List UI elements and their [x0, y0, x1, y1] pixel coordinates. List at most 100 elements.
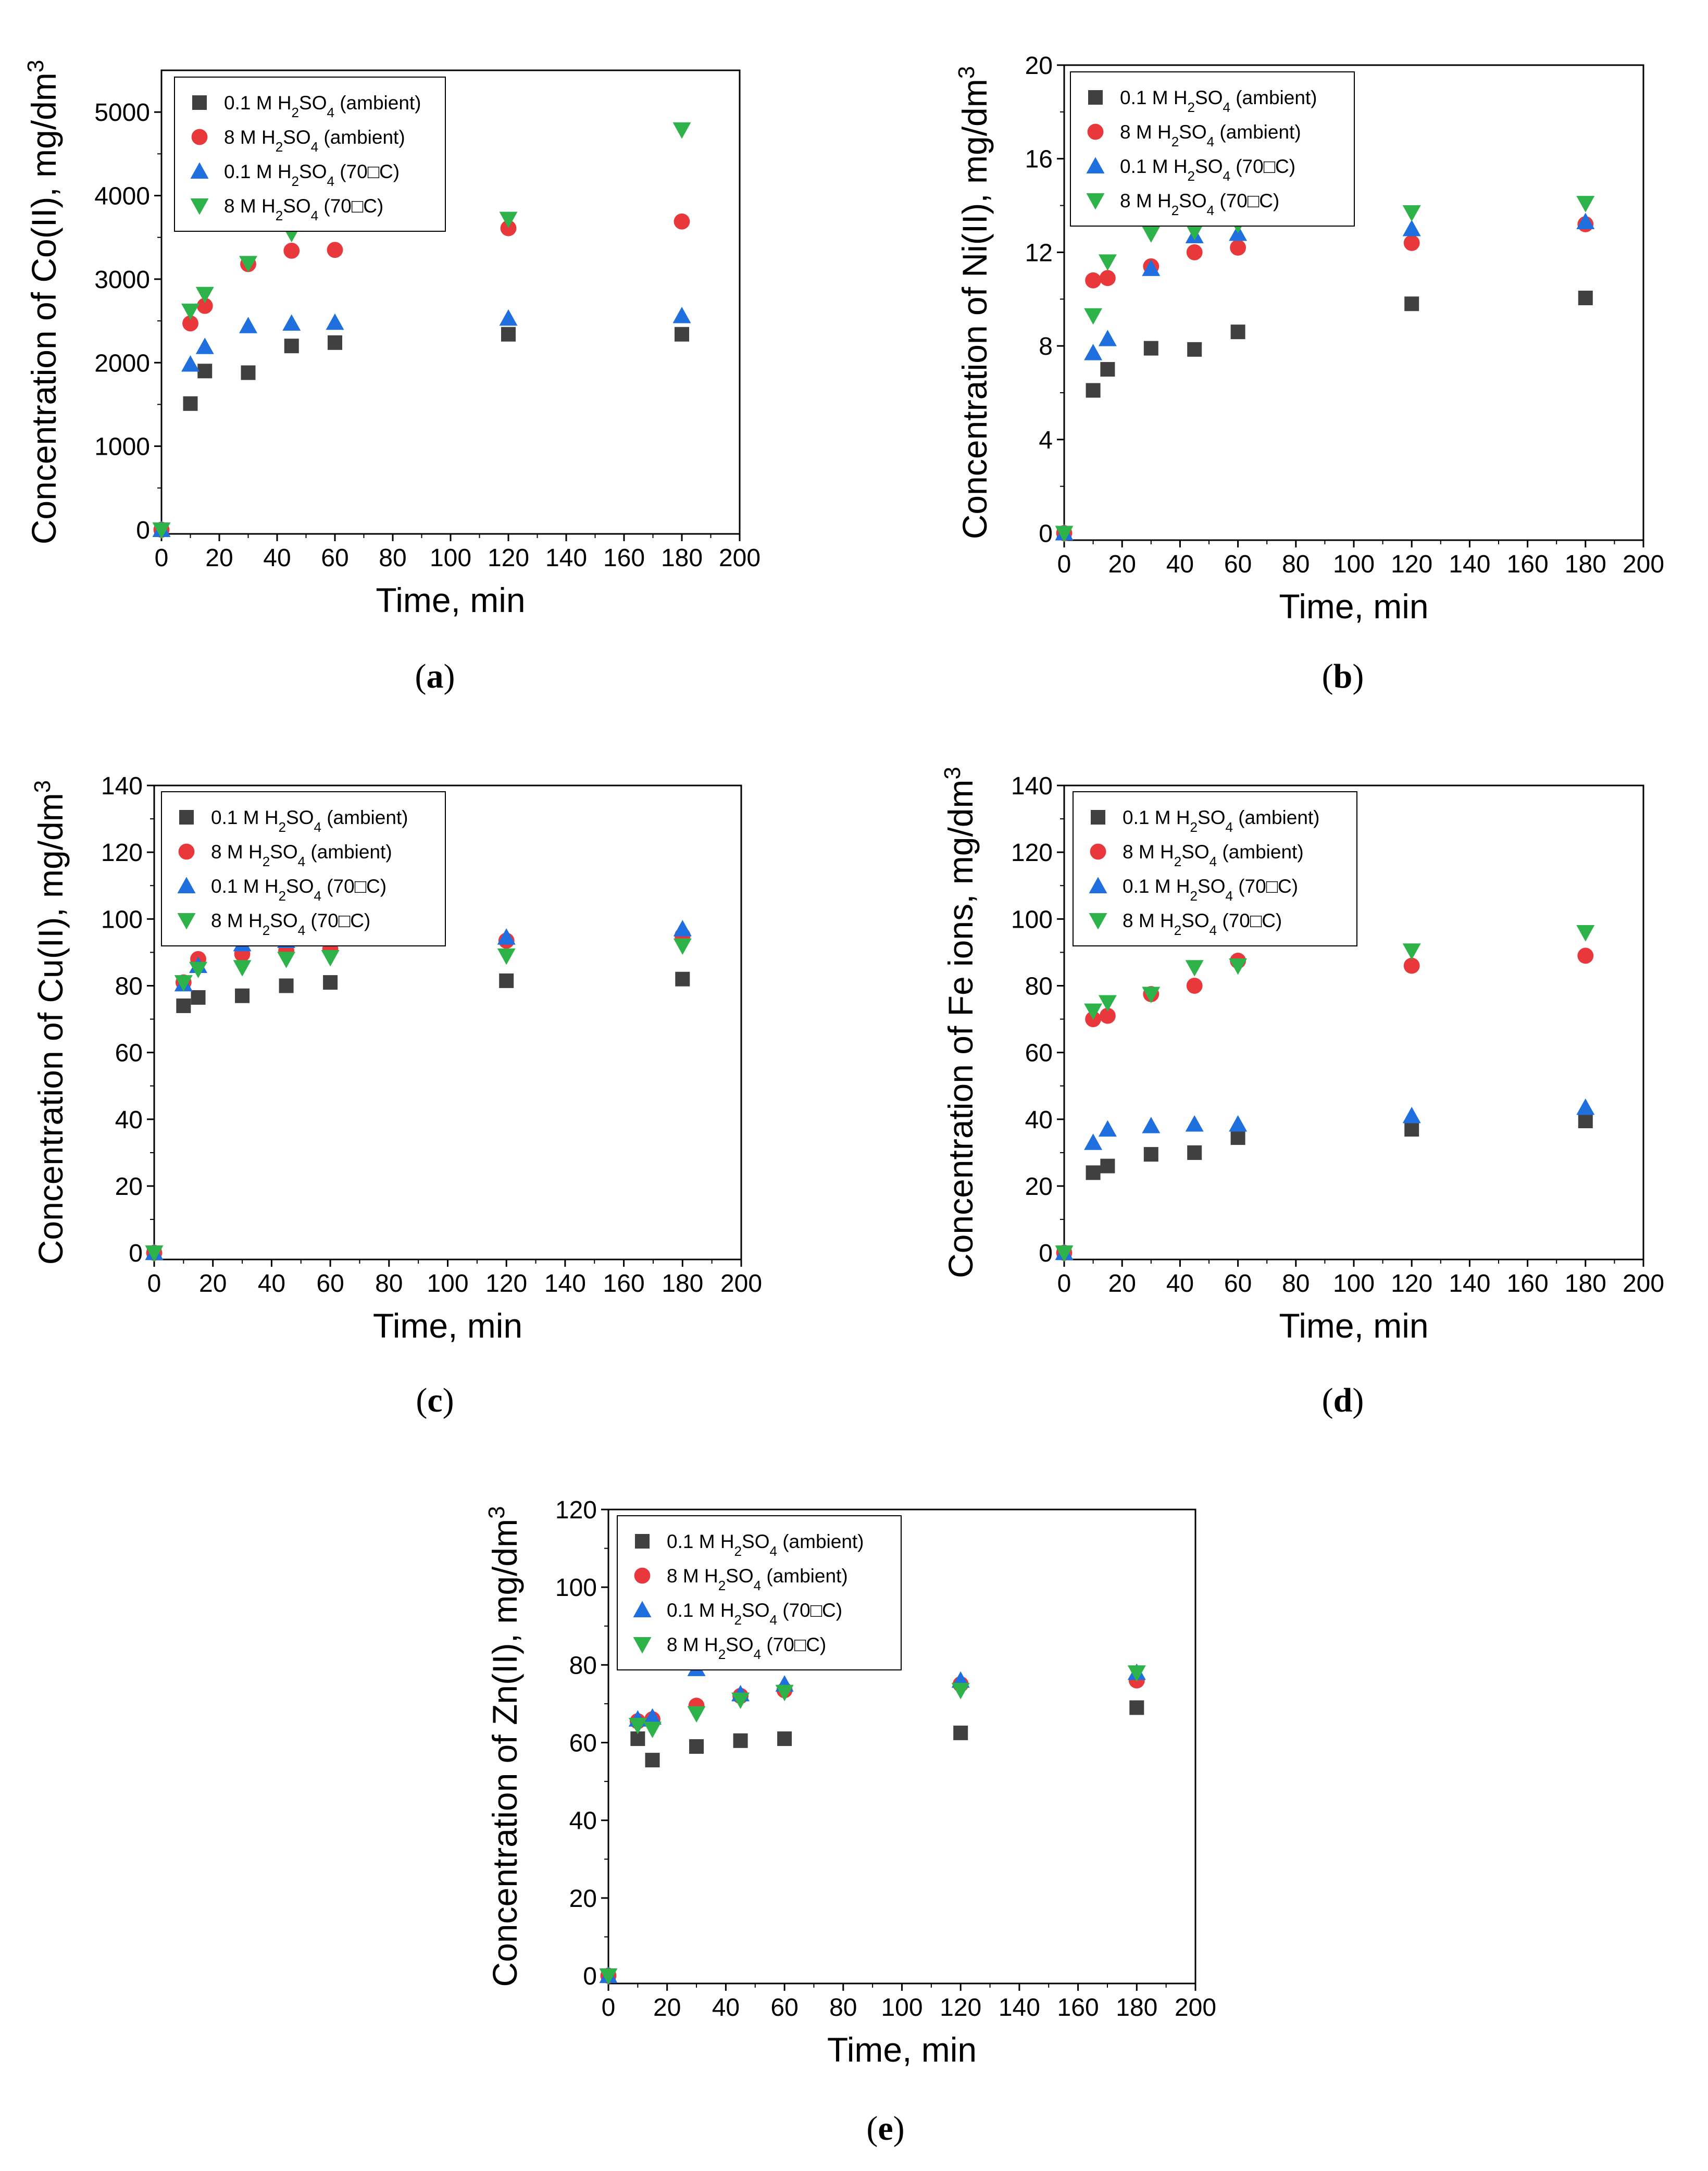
legend-marker — [190, 198, 209, 215]
legend-marker — [1086, 193, 1105, 210]
subscript: 4 — [314, 819, 321, 835]
legend-box — [1070, 71, 1355, 227]
legend-text-part: 8 M H — [667, 1634, 718, 1655]
data-point — [1098, 330, 1117, 346]
subscript: 2 — [1190, 819, 1198, 835]
panel-label-letter: a — [427, 657, 444, 695]
data-point — [499, 973, 514, 988]
legend-marker — [635, 1534, 650, 1549]
panel-label-paren: ( — [415, 657, 427, 695]
legend-label: 0.1 M H2SO4 (ambient) — [211, 807, 408, 835]
x-tick-label: 60 — [1224, 551, 1252, 578]
data-point — [328, 335, 342, 350]
data-point — [1187, 342, 1202, 357]
subscript: 2 — [718, 1578, 726, 1593]
y-tick-label: 20 — [1025, 52, 1053, 80]
data-point — [499, 309, 518, 326]
y-axis-title: Concentration of Fe ions, mg/dm3 — [940, 767, 980, 1278]
data-point — [1230, 1130, 1245, 1145]
data-point — [189, 962, 208, 978]
x-tick-label: 180 — [1565, 551, 1606, 578]
data-point — [1055, 526, 1074, 543]
data-point — [241, 365, 256, 380]
legend-text-part: (70□C) — [321, 876, 387, 897]
data-point — [1185, 223, 1204, 241]
legend-text-part: (70□C) — [1230, 156, 1295, 177]
data-point — [1578, 291, 1593, 306]
y-axis-title-main: Concentration of Cu(II), mg/dm — [31, 793, 70, 1265]
data-point — [1085, 272, 1102, 289]
data-point — [1402, 1106, 1421, 1124]
x-tick-label: 0 — [147, 1270, 161, 1297]
chart-panel-b: 0 20 40 60 80 100 120 140 160 180 200 0 4 8 12 16 20 Time… — [954, 52, 1665, 695]
y-tick-label: 80 — [569, 1652, 597, 1679]
y-tick-label: 20 — [569, 1885, 597, 1913]
panel-label: (b) — [1322, 657, 1364, 695]
data-point — [643, 1721, 662, 1738]
legend-text-part: SO — [742, 1531, 769, 1552]
legend-marker — [1089, 913, 1107, 930]
legend-text-part: 8 M H — [1123, 841, 1174, 863]
legend-box — [161, 791, 446, 946]
data-point — [1084, 308, 1103, 325]
panel-label-paren: ) — [443, 1381, 454, 1419]
legend-text-part: SO — [742, 1600, 769, 1621]
data-point — [731, 1692, 750, 1709]
x-tick-label: 140 — [999, 1994, 1040, 2022]
legend-text-part: SO — [1195, 156, 1223, 177]
legend-text-part: (70□C) — [334, 161, 400, 182]
legend-text-part: (ambient) — [318, 127, 405, 148]
legend-label: 8 M H2SO4 (ambient) — [667, 1565, 848, 1593]
x-tick-label: 120 — [485, 1270, 527, 1297]
data-point — [673, 938, 692, 955]
legend-label: 0.1 M H2SO4 (70□C) — [211, 876, 387, 904]
y-axis-title-main: Concentration of Zn(II), mg/dm — [485, 1519, 524, 1987]
panel-label-paren: ( — [416, 1381, 427, 1419]
data-point — [599, 1968, 618, 1985]
subscript: 4 — [314, 888, 321, 904]
data-point — [282, 314, 301, 331]
panel-label-letter: b — [1333, 657, 1353, 695]
data-point — [327, 242, 343, 258]
y-tick-label: 0 — [129, 1240, 143, 1267]
x-tick-label: 0 — [1057, 1270, 1071, 1297]
legend-marker — [633, 1601, 652, 1617]
x-tick-label: 100 — [881, 1994, 922, 2022]
subscript: 2 — [1171, 134, 1179, 149]
data-point — [687, 1706, 706, 1723]
x-tick-label: 0 — [155, 544, 169, 572]
y-tick-label: 120 — [101, 839, 143, 867]
y-axis-title-superscript: 3 — [30, 780, 55, 793]
subscript: 4 — [1225, 888, 1232, 904]
data-point — [953, 1725, 968, 1740]
y-tick-label: 100 — [1011, 906, 1053, 933]
legend-text-part: (70□C) — [761, 1634, 826, 1655]
y-tick-label: 4000 — [94, 183, 150, 210]
subscript: 2 — [1174, 922, 1181, 938]
subscript: 4 — [1210, 922, 1217, 938]
legend-label: 8 M H2SO4 (70□C) — [211, 910, 370, 938]
x-tick-label: 60 — [321, 544, 348, 572]
legend-text-part: (ambient) — [305, 841, 392, 863]
data-point — [1100, 270, 1116, 286]
series-1 — [601, 1700, 1144, 1983]
legend-text-part: (ambient) — [321, 807, 408, 828]
legend-text-part: 0.1 M H — [1123, 876, 1190, 897]
legend-label: 8 M H2SO4 (ambient) — [1123, 841, 1304, 869]
data-point — [501, 327, 516, 342]
legend-text-part: 8 M H — [1123, 910, 1174, 931]
data-point — [1143, 1147, 1158, 1162]
data-point — [1086, 1165, 1101, 1180]
legend-text-part: (ambient) — [761, 1565, 848, 1587]
data-point — [1098, 1120, 1117, 1137]
y-axis-title-superscript: 3 — [954, 66, 979, 79]
legend: 0.1 M H2SO4 (ambient)8 M H2SO4 (ambient)… — [617, 1515, 902, 1670]
series-2 — [1056, 216, 1594, 541]
series-4 — [599, 1665, 1146, 1985]
data-point — [283, 242, 300, 259]
data-point — [674, 213, 690, 230]
legend-box — [174, 77, 446, 232]
subscript: 4 — [298, 854, 305, 869]
data-point — [1084, 1133, 1103, 1150]
y-tick-label: 40 — [569, 1807, 597, 1835]
